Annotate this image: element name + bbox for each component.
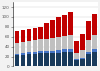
Bar (68, 35, 73, 49)
Bar (62, 52, 67, 66)
Bar (92, 14, 97, 35)
Bar (86, 40, 91, 52)
Bar (44, 39, 49, 51)
Bar (68, 52, 73, 66)
Bar (80, 50, 85, 58)
Bar (92, 49, 97, 52)
Bar (38, 27, 43, 39)
Bar (62, 36, 67, 49)
Bar (86, 21, 91, 40)
Bar (21, 53, 25, 55)
Bar (38, 51, 43, 53)
Bar (74, 60, 79, 66)
Bar (27, 54, 31, 66)
Bar (21, 30, 25, 42)
Bar (27, 29, 31, 41)
Bar (27, 52, 31, 54)
Bar (21, 55, 25, 66)
Bar (32, 40, 37, 52)
Bar (56, 17, 61, 37)
Bar (32, 28, 37, 40)
Bar (74, 53, 79, 59)
Bar (92, 35, 97, 49)
Bar (56, 53, 61, 66)
Bar (74, 41, 79, 53)
Bar (68, 12, 73, 35)
Bar (38, 53, 43, 66)
Bar (15, 54, 19, 55)
Bar (15, 55, 19, 66)
Bar (68, 49, 73, 52)
Bar (32, 54, 37, 66)
Bar (50, 20, 55, 38)
Bar (92, 52, 97, 66)
Bar (27, 41, 31, 52)
Bar (15, 43, 19, 54)
Bar (56, 50, 61, 53)
Bar (56, 37, 61, 50)
Bar (62, 49, 67, 52)
Bar (44, 51, 49, 53)
Bar (62, 15, 67, 36)
Bar (15, 31, 19, 43)
Bar (44, 53, 49, 66)
Bar (38, 39, 43, 51)
Bar (86, 52, 91, 54)
Bar (86, 54, 91, 66)
Bar (74, 59, 79, 60)
Bar (50, 38, 55, 51)
Bar (32, 52, 37, 54)
Bar (21, 42, 25, 53)
Bar (44, 23, 49, 39)
Bar (50, 53, 55, 66)
Bar (80, 58, 85, 59)
Bar (80, 35, 85, 50)
Bar (80, 59, 85, 66)
Bar (50, 51, 55, 53)
